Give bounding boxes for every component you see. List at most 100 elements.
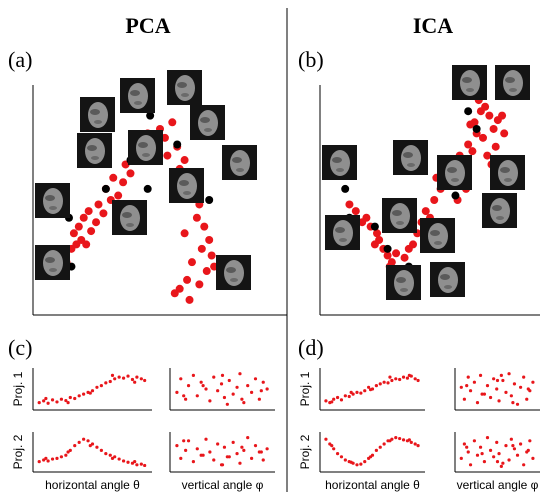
data-point (88, 444, 92, 448)
data-point (82, 437, 86, 441)
data-point (242, 401, 246, 405)
face-shape (460, 70, 480, 96)
data-point (186, 384, 191, 388)
face-shade (396, 221, 404, 225)
x-axis-label: vertical angle φ (457, 478, 539, 492)
face-shade (236, 168, 244, 172)
face-shade (130, 90, 140, 96)
face-image (420, 218, 455, 253)
data-point (355, 390, 359, 394)
face-shade (332, 157, 342, 163)
face-shade (49, 206, 57, 210)
data-point (488, 395, 493, 400)
data-point (330, 444, 334, 448)
data-point (401, 438, 406, 442)
data-point (94, 200, 103, 209)
data-point (135, 375, 139, 379)
data-point (421, 207, 430, 216)
face-image (430, 262, 465, 297)
face-shape (428, 223, 448, 249)
data-point (495, 440, 499, 444)
data-point (451, 191, 460, 200)
data-point (488, 448, 493, 452)
data-point (495, 460, 500, 464)
face-shade (142, 153, 150, 157)
data-point (231, 392, 235, 396)
data-point (114, 191, 123, 200)
data-point (238, 372, 242, 376)
data-point (480, 452, 484, 456)
data-point (374, 384, 378, 388)
data-point (362, 213, 371, 222)
data-point (339, 398, 344, 402)
data-point (265, 447, 269, 451)
data-point (126, 169, 135, 178)
data-point (407, 373, 411, 377)
data-point (250, 456, 254, 460)
data-point (143, 463, 147, 468)
face-shape (401, 145, 421, 171)
data-point (382, 442, 386, 446)
data-point (253, 377, 258, 381)
panel-label: (a) (8, 47, 32, 72)
face-shade (430, 230, 440, 236)
data-point (227, 378, 231, 383)
data-point (74, 222, 83, 231)
data-point (207, 251, 216, 260)
data-point (66, 401, 70, 405)
data-point (400, 253, 409, 262)
data-point (216, 389, 220, 393)
data-point (77, 394, 81, 398)
data-point (139, 462, 143, 466)
data-point (498, 111, 507, 120)
face-shade (177, 82, 187, 88)
data-point (462, 397, 466, 401)
data-point (367, 385, 371, 389)
data-point (475, 401, 480, 405)
data-point (84, 207, 93, 216)
x-axis-label: horizontal angle θ (45, 478, 140, 492)
y-axis-label: Proj. 2 (298, 434, 312, 469)
data-point (225, 402, 229, 406)
data-point (59, 455, 64, 459)
data-point (519, 442, 523, 446)
data-point (59, 397, 64, 401)
face-shape (175, 75, 195, 101)
data-point (104, 381, 108, 385)
data-point (205, 235, 214, 244)
data-point (88, 391, 92, 395)
data-point (390, 378, 394, 383)
panel-label: (b) (298, 47, 324, 72)
data-point (504, 444, 508, 448)
data-point (511, 444, 515, 448)
data-point (143, 184, 152, 193)
data-point (205, 196, 214, 204)
data-point (225, 455, 229, 459)
data-point (519, 385, 523, 389)
y-axis-label: Proj. 1 (11, 371, 25, 406)
data-point (528, 439, 532, 443)
data-point (459, 456, 463, 460)
data-point (175, 390, 179, 394)
data-point (64, 453, 68, 457)
face-shape (503, 70, 523, 96)
data-point (235, 452, 239, 456)
face-shade (200, 117, 210, 123)
data-point (492, 377, 496, 381)
data-point (499, 464, 503, 468)
data-point (240, 397, 244, 401)
face-shape (88, 102, 108, 128)
data-point (126, 374, 130, 378)
data-point (44, 396, 48, 401)
data-point (512, 382, 517, 386)
data-point (257, 397, 261, 401)
data-point (497, 452, 501, 456)
data-point (187, 258, 196, 267)
data-point (179, 377, 183, 381)
data-point (383, 244, 392, 253)
data-point (416, 444, 420, 448)
data-point (345, 200, 354, 209)
data-point (522, 375, 526, 379)
face-shade (335, 227, 345, 233)
face-image (452, 65, 487, 100)
